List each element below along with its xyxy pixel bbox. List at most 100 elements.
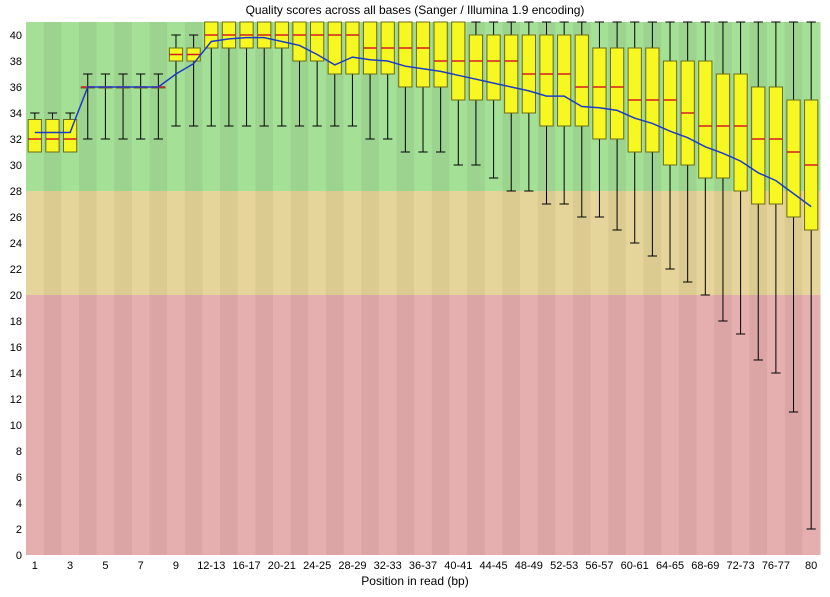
quality-band <box>502 295 520 555</box>
quality-band <box>449 295 467 555</box>
box <box>593 48 606 139</box>
box <box>505 35 518 113</box>
box <box>558 35 571 126</box>
y-tick-label: 6 <box>16 472 22 484</box>
quality-band <box>150 191 168 295</box>
quality-band <box>432 191 450 295</box>
quality-band <box>414 191 432 295</box>
y-tick-label: 38 <box>10 56 22 68</box>
quality-band <box>79 295 97 555</box>
quality-band <box>397 191 415 295</box>
y-tick-label: 10 <box>10 420 22 432</box>
quality-band <box>44 191 62 295</box>
x-tick-label: 28-29 <box>338 560 366 572</box>
quality-band <box>308 295 326 555</box>
quality-band <box>132 295 150 555</box>
x-tick-label: 5 <box>102 560 108 572</box>
x-tick-label: 3 <box>67 560 73 572</box>
chart-svg: 0246810121416182022242628303234363840135… <box>0 0 830 597</box>
box <box>434 22 447 87</box>
quality-band <box>591 295 609 555</box>
box <box>575 35 588 126</box>
x-tick-label: 20-21 <box>268 560 296 572</box>
box <box>787 100 800 217</box>
y-tick-label: 14 <box>10 368 22 380</box>
quality-band <box>555 295 573 555</box>
quality-band <box>202 295 220 555</box>
quality-band <box>185 295 203 555</box>
quality-band <box>661 295 679 555</box>
box <box>28 120 41 153</box>
quality-band <box>467 191 485 295</box>
box <box>328 22 341 74</box>
quality-band <box>61 22 79 191</box>
x-tick-label: 44-45 <box>480 560 508 572</box>
x-tick-label: 60-61 <box>621 560 649 572</box>
quality-band <box>44 22 62 191</box>
box <box>63 120 76 153</box>
quality-band <box>255 191 273 295</box>
quality-band <box>467 295 485 555</box>
box <box>610 48 623 139</box>
y-tick-label: 2 <box>16 524 22 536</box>
quality-band <box>573 295 591 555</box>
x-tick-label: 80 <box>805 560 817 572</box>
y-tick-label: 20 <box>10 290 22 302</box>
quality-band <box>679 295 697 555</box>
chart-title: Quality scores across all bases (Sanger … <box>246 3 585 17</box>
box <box>663 61 676 165</box>
quality-band <box>291 191 309 295</box>
box <box>46 120 59 153</box>
y-tick-label: 22 <box>10 264 22 276</box>
x-tick-label: 52-53 <box>550 560 578 572</box>
y-tick-label: 26 <box>10 212 22 224</box>
x-tick-label: 48-49 <box>515 560 543 572</box>
y-tick-label: 12 <box>10 394 22 406</box>
quality-band <box>132 191 150 295</box>
quality-band <box>114 191 132 295</box>
x-tick-label: 56-57 <box>585 560 613 572</box>
quality-band <box>238 295 256 555</box>
quality-band <box>538 295 556 555</box>
y-tick-label: 4 <box>16 498 22 510</box>
x-tick-label: 9 <box>173 560 179 572</box>
y-tick-label: 32 <box>10 134 22 146</box>
quality-band <box>220 191 238 295</box>
y-tick-label: 8 <box>16 446 22 458</box>
quality-band <box>696 295 714 555</box>
box <box>416 22 429 87</box>
quality-band <box>167 191 185 295</box>
y-tick-label: 16 <box>10 342 22 354</box>
quality-band <box>167 295 185 555</box>
quality-band <box>344 191 362 295</box>
quality-band <box>520 295 538 555</box>
quality-band <box>61 295 79 555</box>
box <box>540 35 553 126</box>
box <box>734 74 747 191</box>
quality-band <box>538 191 556 295</box>
quality-band <box>44 295 62 555</box>
quality-band <box>379 295 397 555</box>
y-tick-label: 0 <box>16 550 22 562</box>
quality-band <box>61 191 79 295</box>
quality-band <box>97 295 115 555</box>
x-tick-label: 72-73 <box>727 560 755 572</box>
box <box>769 87 782 204</box>
box <box>699 61 712 178</box>
quality-band <box>626 295 644 555</box>
box <box>293 22 306 61</box>
y-tick-label: 34 <box>10 108 22 120</box>
quality-band <box>308 191 326 295</box>
quality-band <box>555 191 573 295</box>
quality-band <box>432 295 450 555</box>
box <box>399 22 412 87</box>
box <box>752 87 765 204</box>
quality-band <box>326 191 344 295</box>
x-tick-label: 32-33 <box>374 560 402 572</box>
quality-band <box>150 295 168 555</box>
quality-band <box>397 295 415 555</box>
y-tick-label: 30 <box>10 160 22 172</box>
box <box>487 35 500 100</box>
x-tick-label: 40-41 <box>444 560 472 572</box>
quality-band <box>114 295 132 555</box>
